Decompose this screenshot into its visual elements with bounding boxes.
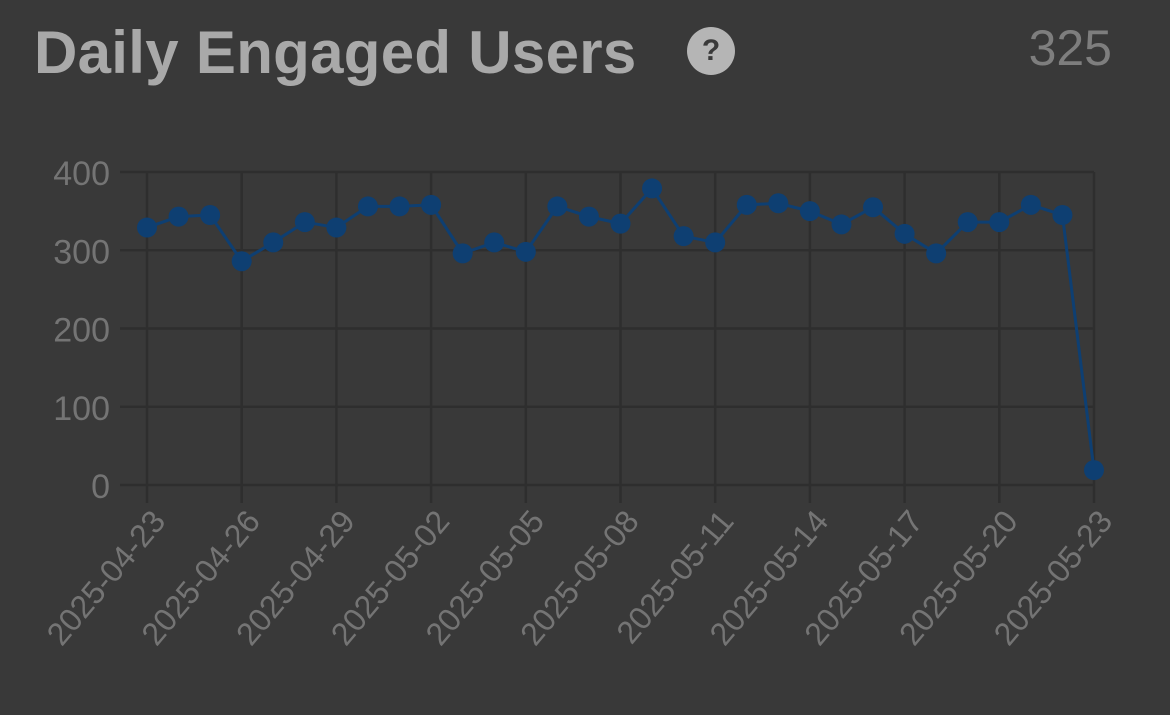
data-point[interactable] <box>547 196 568 217</box>
data-point[interactable] <box>642 178 663 199</box>
data-point[interactable] <box>1020 194 1041 215</box>
data-point[interactable] <box>799 201 820 222</box>
data-point[interactable] <box>231 251 252 272</box>
data-point[interactable] <box>452 243 473 264</box>
y-tick-label: 300 <box>53 233 110 271</box>
data-point[interactable] <box>610 213 631 234</box>
data-point[interactable] <box>263 232 284 253</box>
data-point[interactable] <box>863 197 884 218</box>
data-point[interactable] <box>926 243 947 264</box>
data-point[interactable] <box>294 212 315 233</box>
y-tick-label: 400 <box>53 155 110 193</box>
data-point[interactable] <box>768 193 789 214</box>
data-point[interactable] <box>515 241 536 262</box>
current-value: 325 <box>1028 20 1112 76</box>
data-point[interactable] <box>1084 460 1104 481</box>
data-point[interactable] <box>736 194 757 215</box>
x-axis-ticks: 2025-04-232025-04-262025-04-292025-05-02… <box>40 503 1120 652</box>
data-point[interactable] <box>578 206 599 227</box>
data-point[interactable] <box>137 217 157 238</box>
data-point[interactable] <box>894 223 915 244</box>
data-point[interactable] <box>326 217 347 238</box>
chart-grid <box>120 170 1096 503</box>
data-point[interactable] <box>200 205 221 226</box>
data-point[interactable] <box>957 212 978 233</box>
data-point[interactable] <box>673 226 694 247</box>
data-point[interactable] <box>1052 205 1073 226</box>
data-point[interactable] <box>389 196 410 217</box>
y-tick-label: 200 <box>53 312 110 350</box>
data-point[interactable] <box>484 232 505 253</box>
question-circle-icon[interactable]: ? <box>687 27 735 75</box>
data-point[interactable] <box>421 194 442 215</box>
y-tick-label: 100 <box>53 390 110 428</box>
data-point[interactable] <box>705 232 726 253</box>
y-axis-ticks: 0 100 200 300 400 <box>53 155 110 506</box>
data-point[interactable] <box>168 206 189 227</box>
card-header: Daily Engaged Users ? 325 <box>34 14 1124 94</box>
data-point[interactable] <box>831 214 852 235</box>
series-group <box>137 178 1104 481</box>
card-title: Daily Engaged Users <box>34 19 637 86</box>
data-point[interactable] <box>989 212 1010 233</box>
y-tick-label: 0 <box>91 468 110 506</box>
data-point[interactable] <box>357 196 378 217</box>
